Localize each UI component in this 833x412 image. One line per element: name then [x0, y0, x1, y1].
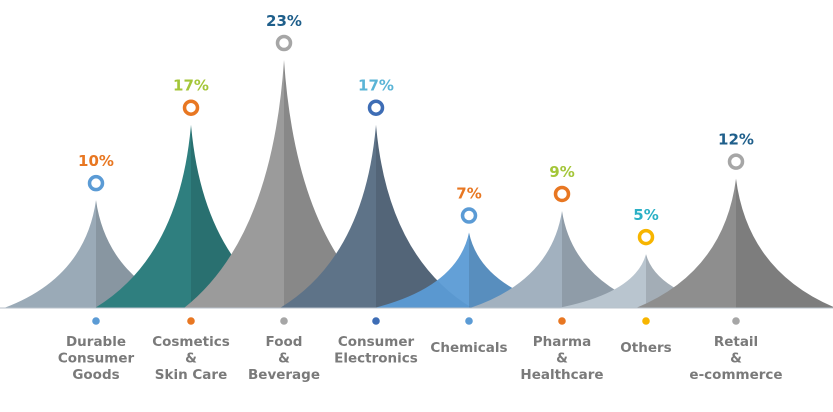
peak-right-face [191, 124, 287, 309]
value-label: 17% [358, 77, 394, 95]
category-label: Consumer Electronics [334, 334, 418, 367]
category-label: Others [620, 340, 671, 356]
peak-left-face [374, 232, 469, 308]
peak-right-face [469, 232, 564, 308]
value-marker-ring [182, 99, 200, 116]
category-dot [92, 317, 100, 325]
category-dot [465, 317, 473, 325]
category-label: Pharma & Healthcare [520, 334, 603, 383]
peaks-layer [4, 60, 833, 309]
peak-3 [280, 124, 472, 309]
peak-0 [4, 200, 188, 308]
peak-right-face [284, 60, 384, 308]
peak-left-face [4, 200, 96, 308]
category-label: Retail & e-commerce [689, 334, 782, 383]
peak-5 [470, 210, 654, 308]
category-dot [732, 317, 740, 325]
peak-left-face [280, 124, 376, 309]
value-marker-ring [460, 207, 478, 224]
peak-7 [636, 178, 833, 308]
value-marker-ring [367, 99, 385, 116]
peak-left-face [184, 60, 284, 308]
category-label: Cosmetics & Skin Care [152, 334, 230, 383]
peak-left-face [636, 178, 736, 308]
value-label: 5% [633, 206, 658, 224]
value-marker-ring [727, 153, 745, 170]
value-label: 7% [456, 185, 481, 203]
value-label: 12% [718, 131, 754, 149]
category-label: Food & Beverage [248, 334, 320, 383]
category-label: Durable Consumer Goods [58, 334, 135, 383]
peak-left-face [558, 254, 646, 308]
value-label: 17% [173, 77, 209, 95]
peak-right-face [376, 124, 472, 309]
peak-right-face [736, 178, 833, 308]
peak-right-face [96, 200, 188, 308]
value-marker-ring [553, 185, 571, 203]
value-label: 10% [78, 152, 114, 170]
category-dot [642, 317, 650, 325]
peak-2 [184, 60, 384, 308]
peak-4 [374, 232, 564, 308]
value-marker-ring [275, 34, 293, 52]
peak-left-face [95, 124, 191, 309]
peak-1 [95, 124, 287, 309]
value-label: 9% [549, 163, 574, 181]
category-dot [187, 317, 195, 325]
peak-right-face [562, 210, 654, 308]
value-label: 23% [266, 12, 302, 30]
category-dot [558, 317, 566, 325]
category-dot [372, 317, 380, 325]
category-dot [280, 317, 288, 325]
value-marker-ring [637, 228, 655, 246]
category-label: Chemicals [430, 340, 507, 356]
value-marker-ring [87, 174, 105, 192]
peak-left-face [470, 210, 562, 308]
